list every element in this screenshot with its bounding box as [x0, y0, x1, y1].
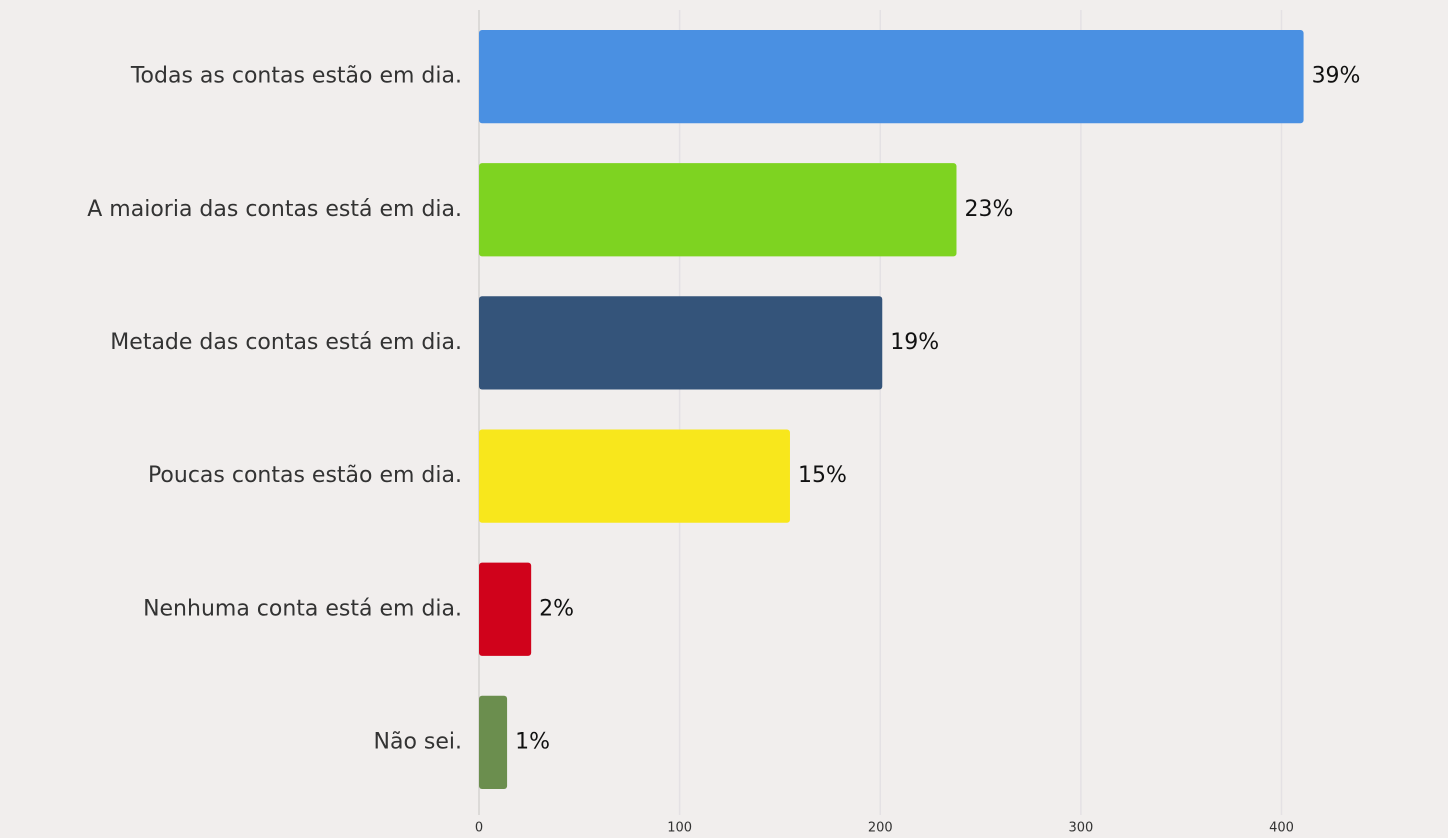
- x-tick-label: 100: [667, 821, 692, 836]
- value-label: 1%: [515, 729, 550, 754]
- category-label: Todas as contas estão em dia.: [130, 64, 462, 89]
- bar: [479, 296, 883, 390]
- category-label: Nenhuma conta está em dia.: [143, 596, 462, 621]
- value-label: 19%: [890, 330, 939, 355]
- bar: [479, 163, 957, 257]
- x-tick-label: 300: [1068, 821, 1093, 836]
- category-label: Metade das contas está em dia.: [110, 330, 462, 355]
- category-label: Poucas contas estão em dia.: [148, 463, 462, 488]
- x-tick-label: 200: [868, 821, 893, 836]
- bar: [479, 29, 1304, 124]
- value-label: 39%: [1312, 64, 1361, 89]
- value-label: 23%: [964, 197, 1013, 222]
- x-tick-label: 400: [1269, 821, 1294, 836]
- bar: [479, 429, 790, 523]
- value-label: 2%: [539, 596, 574, 621]
- category-label: A maioria das contas está em dia.: [87, 197, 462, 222]
- bar: [479, 695, 508, 790]
- x-tick-label: 0: [475, 821, 483, 836]
- bar: [479, 562, 532, 656]
- category-label: Não sei.: [374, 729, 463, 754]
- value-label: 15%: [798, 463, 847, 488]
